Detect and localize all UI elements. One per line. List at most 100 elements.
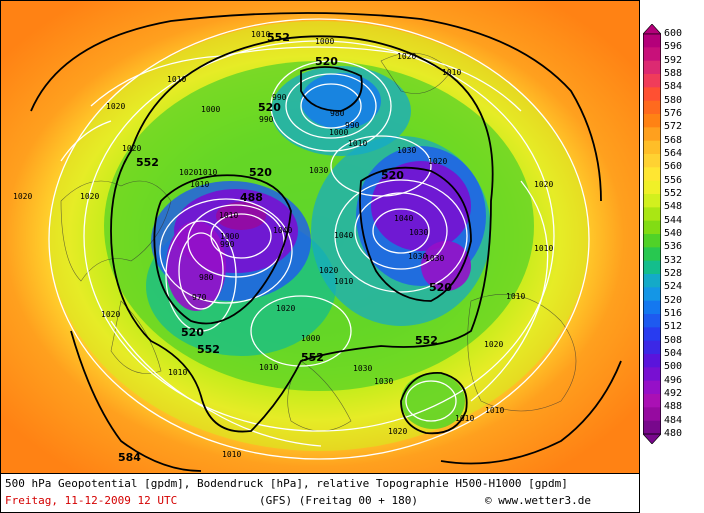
colorbar-segment <box>643 327 661 342</box>
height-label: 552 <box>136 156 159 169</box>
topography-core-west <box>216 202 266 230</box>
pressure-label: 1030 <box>309 166 328 175</box>
colorbar-segment <box>643 314 661 328</box>
colorbar-label: 504 <box>664 348 683 359</box>
colorbar-segment <box>643 367 661 382</box>
colorbar-segment <box>643 234 661 248</box>
colorbar-label: 552 <box>664 188 683 199</box>
colorbar-labels: 600 596 592 588 584 580 576 572 568 564 560 556 552 5… <box>664 24 704 444</box>
pressure-label: 990 <box>272 93 287 102</box>
pressure-label: 970 <box>192 293 207 302</box>
pressure-label: 1020 <box>80 192 99 201</box>
colorbar-label: 492 <box>664 388 683 399</box>
colorbar-bottom-arrow <box>642 433 662 445</box>
pressure-label: 1040 <box>334 231 353 240</box>
caption-box: 500 hPa Geopotential [gpdm], Bodendruck … <box>0 474 640 513</box>
geopotential-contours <box>30 12 622 472</box>
pressure-label: 980 <box>330 109 345 118</box>
colorbar-segment <box>643 180 661 195</box>
colorbar-segment <box>643 60 661 75</box>
colorbar <box>642 23 662 445</box>
pressure-label: 1000 <box>315 37 334 46</box>
colorbar-label: 568 <box>664 134 683 146</box>
pressure-label: 1020 <box>276 304 295 313</box>
pressure-label: 1010 <box>455 414 474 423</box>
pressure-label: 1010 <box>348 139 367 148</box>
height-label: 520 <box>381 169 404 182</box>
colorbar-label: 540 <box>664 228 683 239</box>
colorbar-label: 512 <box>664 321 683 333</box>
colorbar-label: 520 <box>664 294 683 306</box>
colorbar-segment <box>643 394 661 408</box>
colorbar-label: 556 <box>664 174 683 186</box>
colorbar-label: 592 <box>664 54 683 66</box>
colorbar-segment <box>643 167 661 182</box>
pressure-label: 1020 <box>13 192 32 201</box>
colorbar-top-arrow <box>642 23 662 35</box>
colorbar-segment <box>643 194 661 208</box>
colorbar-segment <box>643 287 661 302</box>
pressure-label: 1020 <box>101 310 120 319</box>
pressure-label: 1010 <box>534 244 553 253</box>
colorbar-segment <box>643 260 661 275</box>
colorbar-label: 580 <box>664 94 683 106</box>
credit-link[interactable]: © www.wetter3.de <box>485 494 591 507</box>
colorbar-segment <box>643 420 661 435</box>
colorbar-label: 576 <box>664 108 683 119</box>
pressure-label: 990 <box>345 121 360 130</box>
pressure-label: 1020 <box>428 157 447 166</box>
colorbar-label: 600 <box>664 28 683 39</box>
pressure-label: 1030 <box>374 377 393 386</box>
pressure-label: 1000 <box>220 232 239 241</box>
colorbar-label: 560 <box>664 161 683 173</box>
pressure-label: 1030 <box>425 254 444 263</box>
pressure-label: 1030 <box>409 228 428 237</box>
pressure-label: 1000 <box>329 128 348 137</box>
pressure-label: 980 <box>199 273 214 282</box>
model-run: (GFS) (Freitag 00 + 180) <box>259 494 418 507</box>
topography-blue-north <box>301 73 381 129</box>
height-label: 584 <box>118 451 141 464</box>
colorbar-label: 532 <box>664 254 683 266</box>
pressure-label: 1020 <box>122 144 141 153</box>
colorbar-label: 584 <box>664 81 683 93</box>
pressure-label: 990 <box>259 115 274 124</box>
height-label: 520 <box>181 326 204 339</box>
colorbar-label: 480 <box>664 428 683 439</box>
pressure-label: 1000 <box>301 334 320 343</box>
colorbar-segment <box>643 247 661 262</box>
pressure-label: 1010 <box>485 406 504 415</box>
colorbar-label: 544 <box>664 214 683 226</box>
pressure-labels: 1000 1010 1010 1020 1020 1010 1020 1010 … <box>13 30 553 459</box>
colorbar-label: 500 <box>664 361 683 373</box>
colorbar-segment <box>643 220 661 235</box>
colorbar-label: 572 <box>664 121 683 133</box>
isobars <box>48 18 590 460</box>
pressure-label: 990 <box>220 240 235 249</box>
colorbar-segment <box>643 340 661 355</box>
colorbar-label: 564 <box>664 148 683 159</box>
pressure-label: 1010 <box>251 30 270 39</box>
colorbar-label: 524 <box>664 281 683 293</box>
pressure-label: 1020 <box>484 340 503 349</box>
colorbar-segment <box>643 47 661 62</box>
colorbar-segment <box>643 100 661 115</box>
colorbar-label: 536 <box>664 241 683 253</box>
pressure-label: 1010 <box>442 68 461 77</box>
height-label: 520 <box>315 55 338 68</box>
weather-map: 552 552 552 552 552 520 520 520 520 520 … <box>0 0 640 474</box>
colorbar-segment <box>643 274 661 288</box>
topography-purple-east-2 <box>421 241 471 291</box>
colorbar-segment <box>643 300 661 315</box>
pressure-label: 1030 <box>397 146 416 155</box>
pressure-label: 1020 <box>179 168 198 177</box>
height-label: 552 <box>415 334 438 347</box>
colorbar-label: 516 <box>664 308 683 319</box>
colorbar-segment <box>643 140 661 155</box>
colorbar-segment <box>643 127 661 142</box>
height-label: 552 <box>267 31 290 44</box>
height-label: 520 <box>249 166 272 179</box>
pressure-label: 1010 <box>506 292 525 301</box>
pressure-label: 1010 <box>198 168 217 177</box>
pressure-label: 1010 <box>259 363 278 372</box>
